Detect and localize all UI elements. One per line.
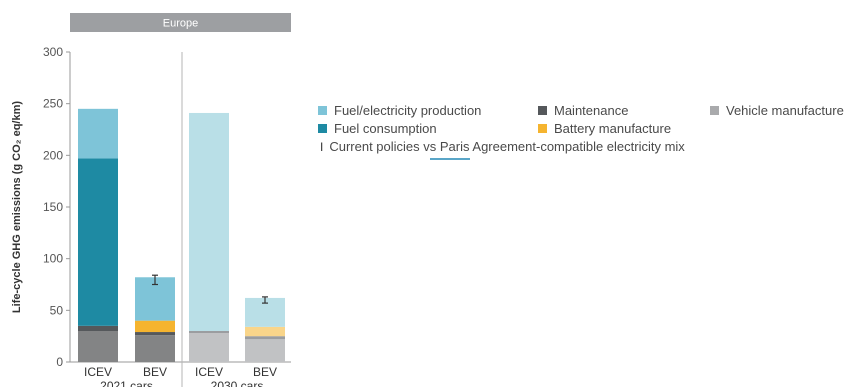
- bar-segment-battery-manufacture: [135, 320, 175, 333]
- legend-label: Current policies vs Paris Agreement-comp…: [329, 139, 685, 154]
- legend-swatch: [710, 106, 719, 115]
- y-tick-label: 200: [43, 148, 63, 162]
- y-tick-label: 300: [43, 45, 63, 59]
- panel-header: [70, 13, 291, 32]
- legend-swatch: [538, 124, 547, 133]
- legend-swatch: [538, 106, 547, 115]
- bar-segment-vehicle-manufacture: [135, 335, 175, 362]
- panel-title: Europe: [163, 18, 198, 30]
- group-label: 2021 cars: [100, 379, 153, 387]
- y-tick-label: 100: [43, 252, 63, 266]
- group-label: 2030 cars: [211, 379, 264, 387]
- legend-underline: [430, 158, 470, 160]
- bar-segment-maintenance: [78, 325, 118, 331]
- legend-label: Vehicle manufacture: [726, 103, 844, 118]
- legend-swatch: [318, 106, 327, 115]
- legend: Fuel/electricity production Maintenance …: [318, 100, 866, 160]
- bar-segment-maintenance: [189, 331, 229, 334]
- bar-segment-maintenance: [135, 332, 175, 336]
- bar-segment-fuel-consumption: [78, 158, 118, 326]
- bar-segment-vehicle-manufacture: [78, 331, 118, 362]
- legend-swatch: [318, 124, 327, 133]
- bar-segment-vehicle-manufacture: [189, 333, 229, 362]
- y-tick-label: 150: [43, 200, 63, 214]
- error-bar-icon: I: [320, 139, 324, 154]
- x-tick-label: BEV: [253, 365, 277, 379]
- legend-item-maintenance: Maintenance: [538, 103, 628, 118]
- x-tick-label: BEV: [143, 365, 167, 379]
- legend-label: Maintenance: [554, 103, 629, 118]
- y-tick-label: 0: [56, 355, 63, 369]
- legend-item-fuel-electricity-production: Fuel/electricity production: [318, 103, 481, 118]
- legend-item-fuel-consumption: Fuel consumption: [318, 121, 437, 136]
- y-tick-label: 50: [50, 303, 64, 317]
- legend-label: Fuel/electricity production: [334, 103, 482, 118]
- x-tick-label: ICEV: [84, 365, 112, 379]
- y-tick-label: 250: [43, 97, 63, 111]
- legend-item-battery-manufacture: Battery manufacture: [538, 121, 671, 136]
- bar-segment-vehicle-manufacture: [245, 339, 285, 362]
- legend-label: Battery manufacture: [554, 121, 672, 136]
- x-tick-label: ICEV: [195, 365, 223, 379]
- legend-label: Fuel consumption: [334, 121, 437, 136]
- bar-segment-fuel-electricity-production: [78, 108, 118, 159]
- bar-segment-fuel-electricity-production: [189, 112, 229, 331]
- bar-segment-battery-manufacture: [245, 326, 285, 337]
- legend-item-vehicle-manufacture: Vehicle manufacture: [710, 103, 844, 118]
- bar-segment-maintenance: [245, 336, 285, 340]
- y-axis-title: Life-cycle GHG emissions (g CO₂ eq/km): [11, 101, 23, 313]
- legend-item-error-bar-note: I Current policies vs Paris Agreement-co…: [320, 139, 685, 154]
